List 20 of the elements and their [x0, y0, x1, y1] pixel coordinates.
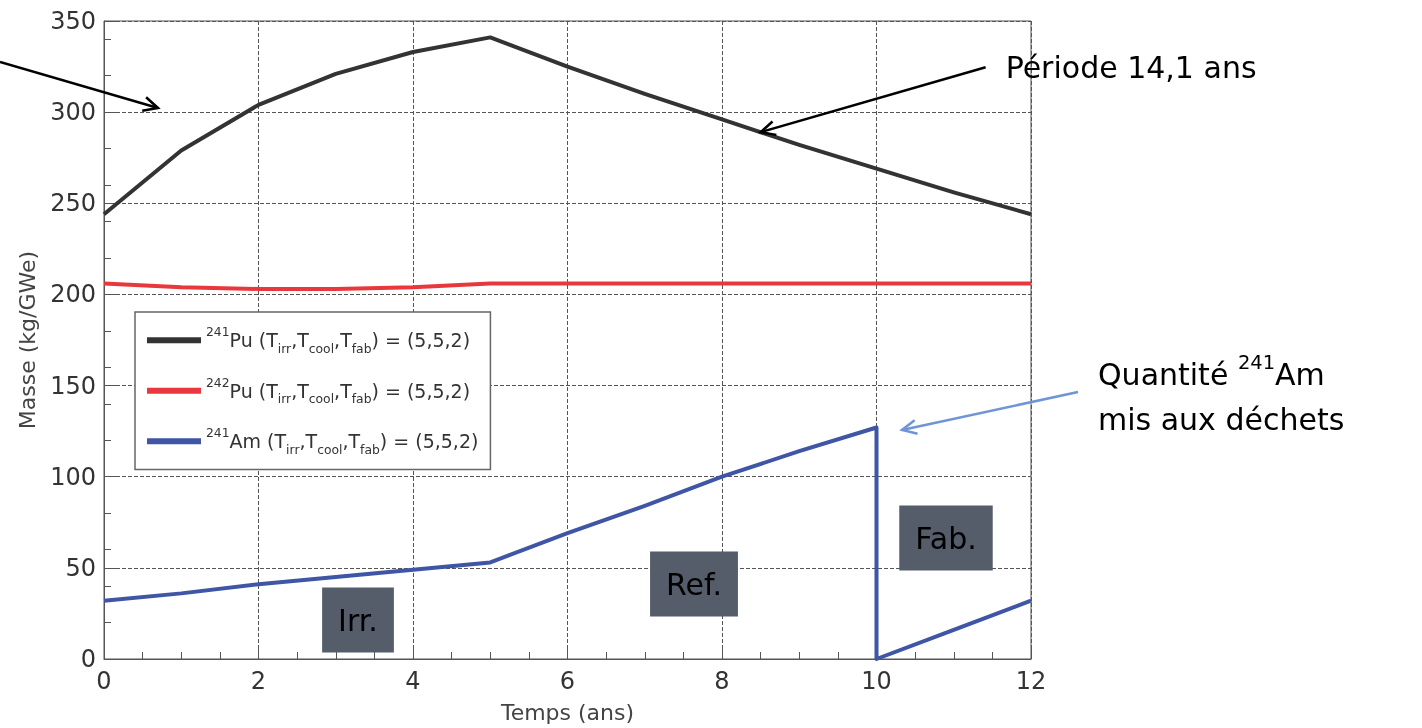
- x-tick-label: 10: [861, 667, 892, 695]
- y-tick-label: 300: [50, 98, 96, 127]
- y-tick-label: 250: [50, 189, 96, 218]
- y-tick-label: 200: [50, 280, 96, 309]
- x-tick-label: 6: [559, 667, 576, 695]
- annotation: Ref.: [666, 566, 722, 602]
- x-axis-title: Temps (ans): [499, 699, 635, 725]
- y-tick-label: 350: [50, 7, 96, 35]
- annotation: Période 14,1 ans: [1005, 49, 1257, 85]
- annotation: Irr.: [338, 602, 378, 638]
- y-axis-title: Masse (kg/GWe): [14, 250, 40, 430]
- y-tick-label: 0: [80, 645, 96, 673]
- y-tick-label: 50: [65, 553, 96, 582]
- annotation: Fab.: [915, 520, 977, 556]
- x-tick-label: 4: [405, 667, 421, 695]
- x-tick-label: 12: [1015, 667, 1047, 695]
- x-tick-label: 2: [250, 667, 267, 695]
- y-tick-label: 100: [50, 462, 96, 491]
- y-tick-label: 150: [50, 371, 96, 400]
- x-tick-label: 8: [714, 667, 730, 695]
